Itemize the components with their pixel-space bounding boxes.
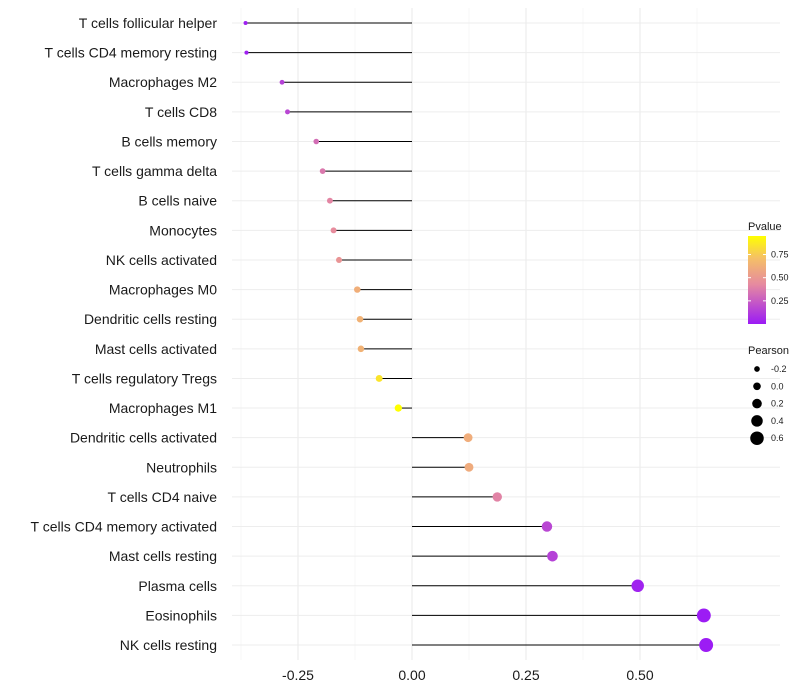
lollipop-stems xyxy=(245,22,707,646)
lollipop-dot xyxy=(357,345,365,353)
lollipop-dot xyxy=(244,50,249,55)
category-label: Macrophages M0 xyxy=(109,282,217,298)
category-label: Dendritic cells activated xyxy=(70,430,217,446)
category-label: B cells memory xyxy=(121,133,217,149)
pearson-legend-title: Pearson xyxy=(748,345,789,357)
lollipop-dot xyxy=(541,521,553,532)
category-label: Eosinophils xyxy=(145,607,217,623)
category-label: Macrophages M2 xyxy=(109,74,217,90)
x-axis-tick-labels: -0.25 0.00 0.25 0.50 xyxy=(282,667,654,683)
pvalue-tick-label: 0.50 xyxy=(771,273,789,283)
pearson-legend-label: 0.0 xyxy=(771,381,784,391)
lollipop-dot xyxy=(464,462,474,472)
category-label: NK cells resting xyxy=(120,637,217,653)
category-label: Neutrophils xyxy=(146,459,217,475)
x-tick-label: 0.50 xyxy=(626,667,653,683)
lollipop-dot xyxy=(243,20,248,26)
x-tick-label: 0.25 xyxy=(512,667,539,683)
lollipop-dot xyxy=(394,404,402,412)
lollipop-dot xyxy=(631,579,644,593)
pvalue-colorbar xyxy=(748,236,766,324)
pearson-legend-dot xyxy=(751,415,763,427)
pvalue-tick-label: 0.25 xyxy=(771,296,789,306)
pearson-legend-label: 0.6 xyxy=(771,433,784,443)
pearson-legend-label: -0.2 xyxy=(771,364,787,374)
category-label: Macrophages M1 xyxy=(109,400,217,416)
category-label: T cells follicular helper xyxy=(79,15,218,31)
pearson-legend-label: 0.2 xyxy=(771,399,784,409)
category-label: Mast cells resting xyxy=(109,548,217,564)
category-label: NK cells activated xyxy=(106,252,217,268)
lollipop-dot xyxy=(336,256,343,263)
x-tick-label: -0.25 xyxy=(282,667,314,683)
pearson-legend-dot xyxy=(750,431,764,445)
pearson-legend-label: 0.4 xyxy=(771,416,784,426)
category-label: T cells CD8 xyxy=(145,104,217,120)
category-label: T cells CD4 memory resting xyxy=(45,45,217,61)
x-tick-label: 0.00 xyxy=(398,667,425,683)
lollipop-dot xyxy=(375,374,383,382)
lollipop-dots xyxy=(243,20,714,653)
pearson-legend: Pearson -0.2 0.0 0.2 0.4 0.6 xyxy=(748,345,789,445)
pvalue-tick-label: 0.75 xyxy=(771,250,789,260)
lollipop-dot xyxy=(313,138,320,145)
lollipop-dot xyxy=(547,550,558,562)
lollipop-dot xyxy=(285,109,290,115)
category-label: T cells gamma delta xyxy=(92,163,217,179)
category-labels: T cells follicular helper T cells CD4 mem… xyxy=(31,15,218,653)
lollipop-dot xyxy=(326,197,333,204)
category-label: Monocytes xyxy=(149,222,217,238)
pearson-legend-dot xyxy=(752,398,762,409)
category-label: T cells CD4 memory activated xyxy=(31,519,217,535)
lollipop-dot xyxy=(699,638,714,653)
lollipop-dot xyxy=(463,433,473,443)
pvalue-legend-title: Pvalue xyxy=(748,221,782,233)
pearson-legend-dot xyxy=(753,382,761,391)
category-label: Plasma cells xyxy=(138,578,217,594)
lollipop-dot xyxy=(696,608,711,623)
category-label: T cells regulatory Tregs xyxy=(72,370,217,386)
grid-lines xyxy=(232,8,780,660)
lollipop-dot xyxy=(356,315,364,323)
category-label: B cells naive xyxy=(138,193,217,209)
lollipop-dot xyxy=(319,168,326,174)
lollipop-dot xyxy=(354,286,361,293)
lollipop-dot xyxy=(492,492,503,502)
pvalue-legend: Pvalue 0.75 0.50 0.25 xyxy=(748,221,789,324)
lollipop-dot xyxy=(330,227,337,234)
category-label: T cells CD4 naive xyxy=(108,489,218,505)
category-label: Mast cells activated xyxy=(95,341,217,357)
category-label: Dendritic cells resting xyxy=(84,311,217,327)
pearson-legend-dot xyxy=(754,366,760,372)
lollipop-dot xyxy=(279,79,285,85)
